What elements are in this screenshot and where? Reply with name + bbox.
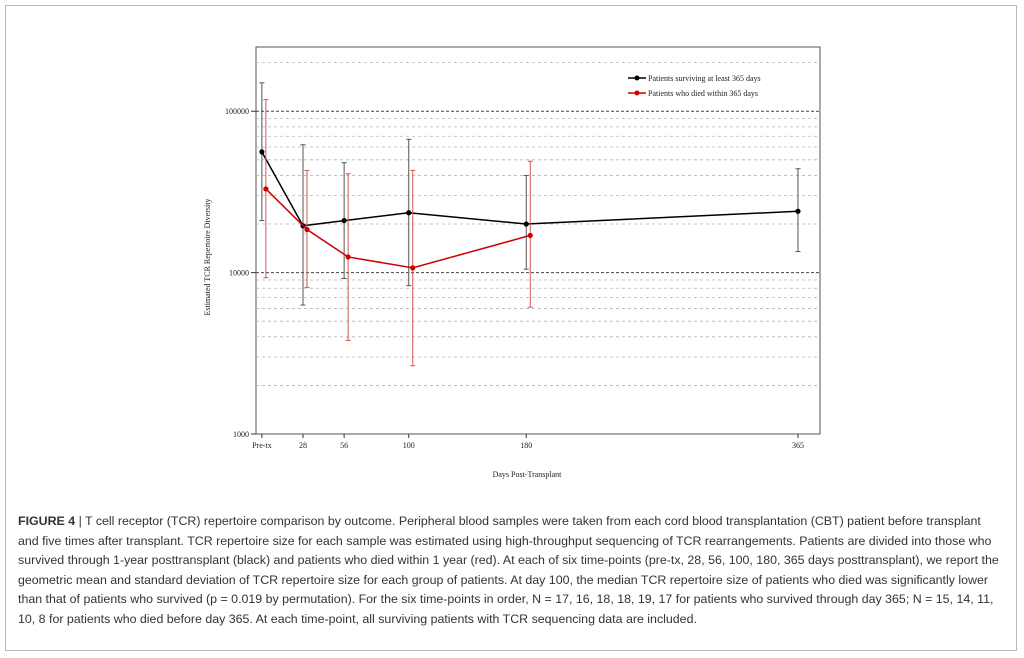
data-point — [341, 218, 347, 224]
chart: 1000 10000 100000 Pre-tx 28 56 100 180 365 Patie… — [203, 46, 821, 479]
x-tick-label: 28 — [299, 441, 307, 450]
legend-label: Patients surviving at least 365 days — [648, 74, 761, 83]
caption-text: T cell receptor (TCR) repertoire compari… — [18, 514, 999, 626]
legend-label: Patients who died within 365 days — [648, 89, 758, 98]
y-axis-label: Estimated TCR Repertoire Diversity — [203, 199, 212, 316]
figure-caption: FIGURE 4 | T cell receptor (TCR) reperto… — [18, 512, 1003, 630]
figure-label: FIGURE 4 — [18, 514, 76, 528]
series-line — [261, 151, 799, 227]
caption-separator: | — [75, 514, 86, 528]
series-2 — [263, 99, 533, 367]
data-point — [527, 232, 533, 239]
y-tick-label: 1000 — [233, 430, 249, 439]
data-point — [410, 265, 416, 271]
legend: Patients surviving at least 365 days Pati… — [628, 74, 761, 98]
legend-marker — [634, 90, 640, 96]
x-tick-label: 180 — [520, 441, 532, 450]
data-point — [406, 210, 412, 216]
x-axis-label: Days Post-Transplant — [493, 470, 563, 479]
data-point — [795, 208, 801, 214]
data-point — [259, 149, 265, 155]
plot-area — [255, 46, 821, 435]
x-tick-label: 100 — [403, 441, 415, 450]
x-tick-label: 56 — [340, 441, 348, 450]
data-point — [263, 186, 269, 192]
data-point — [304, 226, 310, 233]
x-tick-label: Pre-tx — [252, 441, 272, 450]
x-tick-label: 365 — [792, 441, 804, 450]
data-point — [345, 254, 351, 260]
data-point — [523, 221, 529, 227]
figure-frame — [5, 5, 1017, 651]
y-tick-label: 10000 — [229, 269, 249, 278]
legend-marker — [634, 75, 640, 81]
y-tick-label: 100000 — [225, 107, 249, 116]
